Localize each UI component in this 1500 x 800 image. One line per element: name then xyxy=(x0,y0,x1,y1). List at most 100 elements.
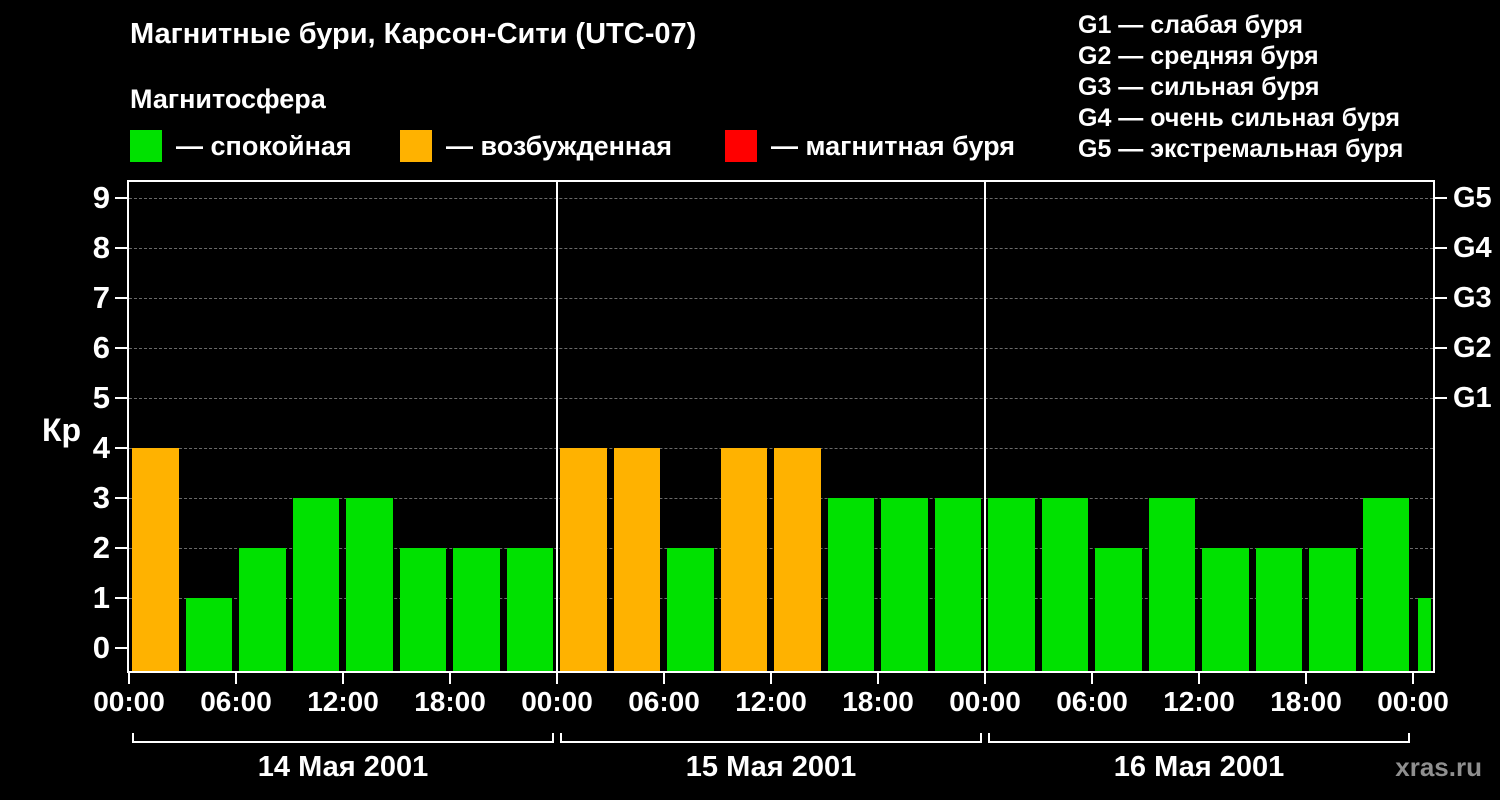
kp-bar xyxy=(1041,498,1088,671)
kp-bar xyxy=(346,498,393,671)
kp-bar xyxy=(881,498,928,671)
legend-label-quiet: — спокойная xyxy=(176,130,352,161)
kp-bar xyxy=(1362,498,1409,671)
day-bracket-tick-right xyxy=(552,733,554,743)
g-scale-label: G3 xyxy=(1453,282,1492,314)
x-axis-tick xyxy=(1091,673,1093,684)
g-scale-label: G5 xyxy=(1453,182,1492,214)
grid-line xyxy=(129,398,1433,399)
quiet-color-swatch xyxy=(130,130,162,162)
day-bracket xyxy=(132,741,554,743)
day-bracket-tick-right xyxy=(980,733,982,743)
day-separator-line xyxy=(556,182,558,671)
grid-line xyxy=(129,348,1433,349)
day-bracket xyxy=(988,741,1410,743)
x-axis-tick xyxy=(128,673,130,684)
day-separator-line xyxy=(984,182,986,671)
kp-bar xyxy=(453,548,500,671)
x-axis-label: 00:00 xyxy=(1377,686,1449,717)
y-axis-tick xyxy=(115,447,127,449)
x-axis-tick xyxy=(342,673,344,684)
kp-bar xyxy=(1309,548,1356,671)
page-title: Магнитные бури, Карсон-Сити (UTC-07) xyxy=(130,18,697,50)
day-bracket xyxy=(560,741,982,743)
kp-bar xyxy=(774,448,821,671)
y-axis-label: 0 xyxy=(92,630,110,665)
g-scale-label: G4 xyxy=(1453,232,1492,264)
watermark: xras.ru xyxy=(1395,752,1482,782)
grid-line xyxy=(129,198,1433,199)
day-label: 14 Мая 2001 xyxy=(257,751,429,783)
x-axis-label: 12:00 xyxy=(307,686,379,717)
kp-bar xyxy=(934,498,981,671)
plot-area xyxy=(127,180,1435,673)
y-axis-label: 9 xyxy=(92,180,110,215)
x-axis-label: 06:00 xyxy=(200,686,272,717)
x-axis-tick xyxy=(1305,673,1307,684)
y-axis-label: 7 xyxy=(92,280,110,315)
grid-line xyxy=(129,248,1433,249)
x-axis-tick xyxy=(984,673,986,684)
kp-bar xyxy=(292,498,339,671)
day-bracket-tick-left xyxy=(560,733,562,743)
g4-scale-line: G4 — очень сильная буря xyxy=(1078,104,1400,132)
y-axis-label: 6 xyxy=(92,330,110,365)
kp-bar xyxy=(613,448,660,671)
x-axis-label: 06:00 xyxy=(1056,686,1128,717)
kp-bar xyxy=(1202,548,1249,671)
x-axis-label: 18:00 xyxy=(414,686,486,717)
right-axis-tick xyxy=(1435,397,1447,399)
y-axis-tick xyxy=(115,197,127,199)
kp-bar xyxy=(720,448,767,671)
kp-bar xyxy=(399,548,446,671)
x-axis-tick xyxy=(1412,673,1414,684)
g1-scale-line: G1 — слабая буря xyxy=(1078,11,1304,39)
kp-bar xyxy=(1255,548,1302,671)
kp-bar-partial xyxy=(1418,598,1431,671)
g3-scale-line: G3 — сильная буря xyxy=(1078,73,1320,101)
kp-bar xyxy=(827,498,874,671)
day-bracket-tick-left xyxy=(132,733,134,743)
right-axis-tick xyxy=(1435,297,1447,299)
y-axis-label: 5 xyxy=(92,380,110,415)
legend-item-quiet: — спокойная xyxy=(130,130,352,162)
g-scale-legend: G1 — слабая буря G2 — средняя буря G3 — … xyxy=(1078,10,1403,165)
day-bracket-tick-right xyxy=(1408,733,1410,743)
right-axis-tick xyxy=(1435,347,1447,349)
kp-bar xyxy=(560,448,607,671)
y-axis-label: 3 xyxy=(92,480,110,515)
g-scale-label: G1 xyxy=(1453,382,1492,414)
x-axis-label: 12:00 xyxy=(735,686,807,717)
x-axis-label: 12:00 xyxy=(1163,686,1235,717)
x-axis-tick xyxy=(770,673,772,684)
x-axis-tick xyxy=(1198,673,1200,684)
x-axis-label: 18:00 xyxy=(842,686,914,717)
day-bracket-tick-left xyxy=(988,733,990,743)
magnetosphere-legend-title: Магнитосфера xyxy=(130,84,326,114)
x-axis-tick xyxy=(663,673,665,684)
kp-bar xyxy=(1148,498,1195,671)
kp-bar xyxy=(239,548,286,671)
legend-label-storm: — магнитная буря xyxy=(771,130,1015,161)
grid-line xyxy=(129,298,1433,299)
x-axis-label: 06:00 xyxy=(628,686,700,717)
x-axis-tick xyxy=(877,673,879,684)
y-axis-tick xyxy=(115,597,127,599)
legend-item-excited: — возбужденная xyxy=(400,130,672,162)
y-axis-label: 4 xyxy=(92,430,110,465)
y-axis-label: 1 xyxy=(92,580,110,615)
g2-scale-line: G2 — средняя буря xyxy=(1078,42,1319,70)
g5-scale-line: G5 — экстремальная буря xyxy=(1078,135,1404,163)
y-axis-label: 2 xyxy=(92,530,110,565)
x-axis-label: 00:00 xyxy=(93,686,165,717)
kp-bar xyxy=(506,548,553,671)
kp-bar xyxy=(1095,548,1142,671)
day-label: 15 Мая 2001 xyxy=(685,751,857,783)
kp-bar xyxy=(132,448,179,671)
y-axis-label: 8 xyxy=(92,230,110,265)
x-axis-label: 00:00 xyxy=(521,686,593,717)
day-label: 16 Мая 2001 xyxy=(1113,751,1285,783)
right-axis-tick xyxy=(1435,247,1447,249)
right-axis-tick xyxy=(1435,197,1447,199)
